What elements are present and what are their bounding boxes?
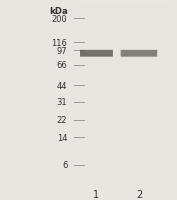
Text: 66: 66 xyxy=(56,61,67,70)
FancyBboxPatch shape xyxy=(80,51,113,57)
Text: 31: 31 xyxy=(57,98,67,107)
Text: 1: 1 xyxy=(93,189,99,199)
Text: 2: 2 xyxy=(136,189,142,199)
Text: 44: 44 xyxy=(57,81,67,90)
FancyBboxPatch shape xyxy=(121,51,157,57)
Text: 6: 6 xyxy=(62,161,67,169)
Text: 22: 22 xyxy=(57,116,67,124)
Text: 116: 116 xyxy=(51,39,67,47)
Text: 97: 97 xyxy=(57,47,67,55)
Text: 14: 14 xyxy=(57,133,67,142)
Text: kDa: kDa xyxy=(49,7,68,16)
Bar xyxy=(78,6,175,186)
Text: 200: 200 xyxy=(52,15,67,23)
